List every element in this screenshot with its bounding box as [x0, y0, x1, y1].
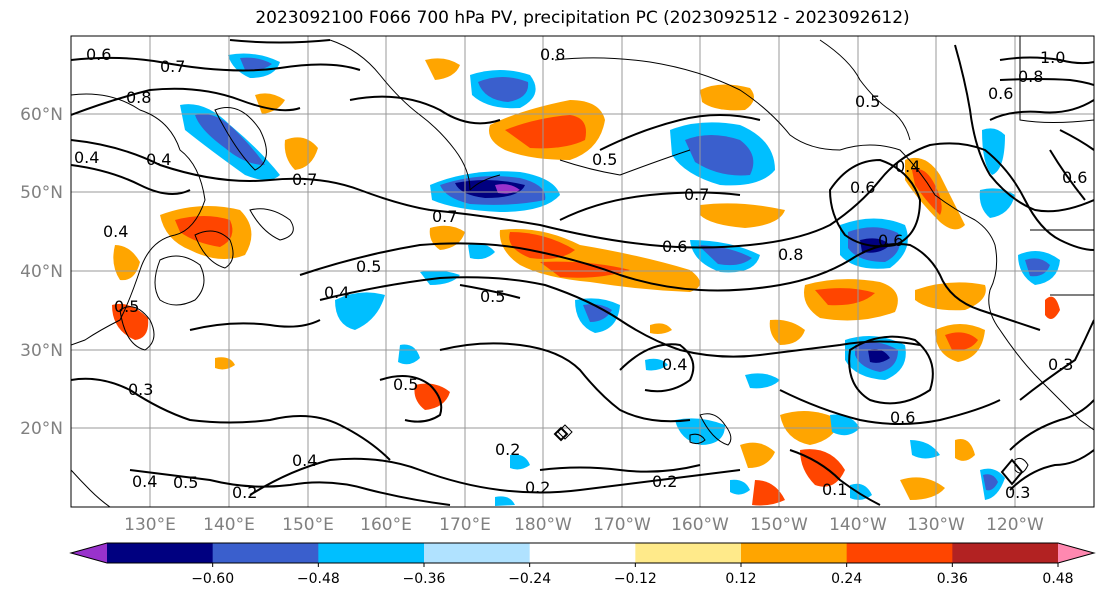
contour-label: 0.4	[132, 472, 157, 491]
contour-label: 0.2	[525, 478, 550, 497]
lon-label: 120°W	[986, 515, 1044, 535]
longitude-labels: 130°E 140°E 150°E 160°E 170°E 180°W 170°…	[124, 515, 1044, 535]
lon-label: 160°W	[671, 515, 729, 535]
lat-label: 60°N	[20, 105, 63, 125]
contour-label: 0.4	[103, 222, 128, 241]
contour-label: 0.4	[292, 451, 317, 470]
colorbar-bin	[318, 543, 425, 563]
colorbar-bin	[212, 543, 319, 563]
map-title: 2023092100 F066 700 hPa PV, precipitatio…	[255, 8, 910, 28]
lon-label: 180°W	[514, 515, 572, 535]
contour-label: 0.5	[393, 375, 418, 394]
lon-label: 140°W	[829, 515, 887, 535]
contour-label: 0.8	[126, 88, 151, 107]
lon-label: 170°E	[439, 515, 491, 535]
contour-label: 0.4	[662, 355, 687, 374]
colorbar-tick-label: −0.36	[403, 571, 446, 587]
contour-label: 0.4	[74, 148, 99, 167]
colorbar-bin	[635, 543, 742, 563]
contour-label: 0.8	[540, 45, 565, 64]
contour-label: 0.5	[173, 473, 198, 492]
contour-label: 0.6	[86, 45, 111, 64]
lon-label: 160°E	[360, 515, 412, 535]
lon-label: 150°W	[750, 515, 808, 535]
contour-label: 0.8	[1018, 67, 1043, 86]
contour-label: 0.3	[1048, 355, 1073, 374]
contour-label-group: 0.6 0.7 0.8 0.4 0.7 0.8 1.0 0.8 0.6 0.5 …	[74, 45, 1087, 502]
colorbar-extend-low	[71, 543, 107, 563]
lat-label: 40°N	[20, 262, 63, 282]
contour-label: 0.8	[778, 245, 803, 264]
contour-label: 0.2	[495, 440, 520, 459]
colorbar: −0.60 −0.48 −0.36 −0.24 −0.12 0.12 0.24 0.36 0.4…	[69, 542, 1096, 587]
contour-label: 0.6	[1062, 168, 1087, 187]
colorbar-tick-label: 0.24	[831, 571, 862, 587]
lon-label: 130°E	[124, 515, 176, 535]
graticule	[71, 36, 1094, 507]
colorbar-tick-label: −0.60	[191, 571, 234, 587]
contour-label: 0.6	[988, 84, 1013, 103]
colorbar-tick-label: 0.12	[725, 571, 756, 587]
contour-label: 0.7	[292, 170, 317, 189]
contour-label: 0.7	[160, 57, 185, 76]
contour-label: 0.7	[684, 185, 709, 204]
contour-label: 0.3	[128, 380, 153, 399]
colorbar-tick-label: 0.36	[937, 571, 968, 587]
contour-label: 1.0	[1040, 48, 1065, 67]
contour-label: 0.1	[822, 480, 847, 499]
latitude-labels: 60°N 50°N 40°N 30°N 20°N	[20, 105, 63, 439]
contour-label: 0.6	[850, 178, 875, 197]
contour-label: 0.3	[1005, 483, 1030, 502]
lon-label: 130°W	[907, 515, 965, 535]
colorbar-tick-label: −0.24	[508, 571, 551, 587]
map-frame	[70, 35, 1095, 508]
contour-label: 0.7	[432, 207, 457, 226]
coastlines	[71, 36, 1094, 507]
colorbar-bin	[424, 543, 531, 563]
contour-label: 0.2	[652, 472, 677, 491]
contour-label: 0.6	[878, 231, 903, 250]
lon-label: 150°E	[282, 515, 334, 535]
contour-label: 0.5	[855, 92, 880, 111]
colorbar-extend-high	[1058, 543, 1094, 563]
lat-label: 20°N	[20, 419, 63, 439]
lon-label: 140°E	[203, 515, 255, 535]
colorbar-bin	[952, 543, 1059, 563]
contour-label: 0.6	[890, 408, 915, 427]
colorbar-tick-label: −0.12	[614, 571, 657, 587]
contour-label: 0.5	[114, 297, 139, 316]
colorbar-tick-label: −0.48	[297, 571, 340, 587]
colorbar-bin	[107, 543, 214, 563]
colorbar-bin	[846, 543, 953, 563]
colorbar-outline	[69, 542, 1096, 564]
pv-contours	[71, 39, 1094, 506]
contour-label: 0.2	[232, 483, 257, 502]
colorbar-bin	[529, 543, 636, 563]
lat-label: 30°N	[20, 341, 63, 361]
contour-label: 0.5	[592, 150, 617, 169]
contour-label: 0.4	[895, 157, 920, 176]
contour-label: 0.6	[662, 237, 687, 256]
lat-label: 50°N	[20, 183, 63, 203]
contour-label: 0.4	[324, 283, 349, 302]
contour-label: 0.4	[146, 150, 171, 169]
contour-label: 0.5	[480, 287, 505, 306]
contour-label: 0.5	[356, 257, 381, 276]
colorbar-tick-label: 0.48	[1042, 571, 1073, 587]
colorbar-bin	[741, 543, 848, 563]
lon-label: 170°W	[593, 515, 651, 535]
